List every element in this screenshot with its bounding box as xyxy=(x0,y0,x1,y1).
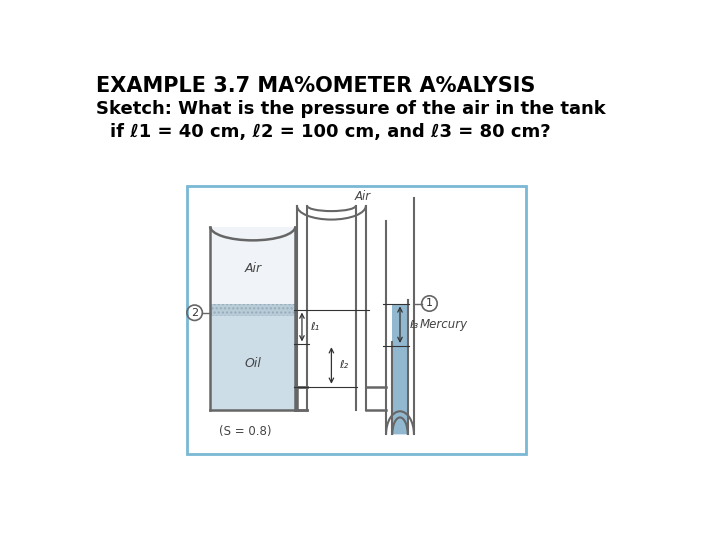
Text: Air: Air xyxy=(244,262,261,275)
Text: 1: 1 xyxy=(426,299,433,308)
Text: ℓ₂: ℓ₂ xyxy=(339,361,348,370)
Text: (S = 0.8): (S = 0.8) xyxy=(219,425,271,438)
Bar xyxy=(210,303,295,316)
Text: Oil: Oil xyxy=(244,357,261,370)
Text: ℓ₃: ℓ₃ xyxy=(409,320,418,330)
Text: EXAMPLE 3.7 MA%OMETER A%ALYSIS: EXAMPLE 3.7 MA%OMETER A%ALYSIS xyxy=(96,76,536,96)
Text: if ℓ1 = 40 cm, ℓ2 = 100 cm, and ℓ3 = 80 cm?: if ℓ1 = 40 cm, ℓ2 = 100 cm, and ℓ3 = 80 … xyxy=(110,123,551,140)
Bar xyxy=(210,226,295,309)
Text: Mercury: Mercury xyxy=(420,318,468,331)
Bar xyxy=(307,206,356,410)
Text: ℓ₁: ℓ₁ xyxy=(310,322,319,332)
Text: Air: Air xyxy=(355,190,371,203)
Bar xyxy=(187,186,526,455)
Text: 2: 2 xyxy=(191,308,198,318)
Polygon shape xyxy=(392,411,408,434)
Text: Sketch: What is the pressure of the air in the tank: Sketch: What is the pressure of the air … xyxy=(96,100,606,118)
Bar xyxy=(210,309,295,410)
